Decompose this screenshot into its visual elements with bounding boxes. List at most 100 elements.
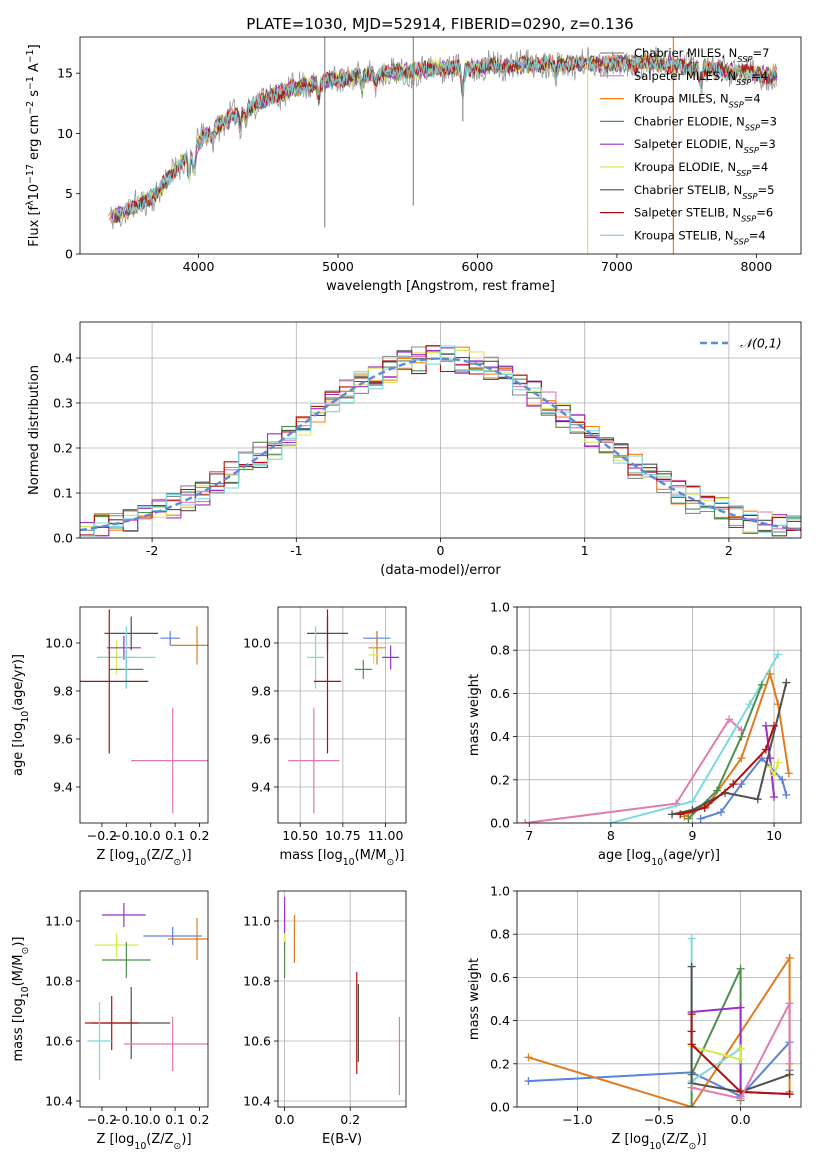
y-axis-label: mass weight	[467, 958, 482, 1040]
y-axis-label: Normed distribution	[27, 365, 42, 495]
x-tick-label: 0.1	[165, 1112, 185, 1127]
x-tick-label: 8000	[740, 259, 772, 274]
axes-frame	[516, 890, 802, 1108]
y-tick-label: 0.2	[53, 441, 73, 456]
x-axis-label: (data-model)/error	[380, 563, 501, 578]
y-tick-label: 10.4	[45, 1094, 73, 1109]
y-tick-label: 10	[57, 126, 73, 141]
y-axis-label: Flux [fλ10−17 erg cm−2 s−1 A−1]	[25, 44, 43, 246]
x-tick-label: −0.2	[87, 828, 117, 843]
x-tick-label: 0.0	[275, 1112, 295, 1127]
x-tick-label: 11.00	[368, 828, 404, 843]
weight-line	[525, 717, 743, 823]
axes-spectrum: 4000 5000 6000 7000 8000 0 5 10 15 wavelength [An…	[25, 36, 802, 294]
x-tick-label: −0.2	[87, 1112, 117, 1127]
axes-mass-vs-EBV: 0.0 0.2 10.4 10.6 10.8 11.0 E(B-V)	[243, 890, 407, 1147]
weight-line	[691, 1002, 791, 1100]
legend-label: Chabrier STELIB, NSSP=5	[634, 183, 774, 201]
axes-residuals: -2 -1 0 1 2 0.0 0.1 0.2 0.3 0.4 (data-model)/error…	[27, 321, 802, 578]
plot-area	[107, 37, 778, 254]
x-tick-label: 4000	[183, 259, 215, 274]
x-tick-label: −0.1	[111, 1112, 141, 1127]
y-tick-label: 0.6	[490, 970, 510, 985]
x-axis-label: Z [log10(Z/Z⊙)]	[96, 848, 191, 868]
weight-line	[690, 968, 742, 1107]
x-tick-label: -2	[146, 543, 158, 558]
spectrum-line	[115, 53, 778, 223]
legend-label: Salpeter MILES, NSSP=4	[634, 69, 768, 87]
y-tick-label: 9.6	[251, 732, 271, 747]
axes-frame	[277, 890, 407, 1108]
weight-line	[671, 682, 788, 816]
y-axis-label: mass [log10(M/M⊙)]	[11, 937, 31, 1062]
y-tick-label: 1.0	[490, 884, 510, 899]
axes-weight-vs-Z: −1.0 −0.5 0.0 0.0 0.2 0.4 0.6 0.8 1.0 Z [log10(Z/…	[467, 884, 802, 1152]
figure-title: PLATE=1030, MJD=52914, FIBERID=0290, z=0…	[246, 15, 633, 33]
x-tick-label: 0.2	[340, 1112, 360, 1127]
x-tick-label: 0.2	[190, 828, 210, 843]
legend-label: Kroupa STELIB, NSSP=4	[634, 228, 766, 246]
plot-area	[283, 897, 401, 1095]
x-tick-label: 2	[725, 543, 733, 558]
x-tick-label: 0.0	[141, 828, 161, 843]
legend-label: Salpeter STELIB, NSSP=6	[634, 206, 773, 224]
histogram-legend: 𝒩(0,1)	[700, 336, 782, 351]
y-tick-label: 9.4	[53, 780, 73, 795]
plot-area	[521, 650, 793, 823]
y-tick-label: 11.0	[45, 914, 73, 929]
x-tick-label: -1	[290, 543, 302, 558]
y-tick-label: 11.0	[243, 914, 271, 929]
legend-label: Chabrier ELODIE, NSSP=3	[634, 114, 777, 132]
x-tick-label: −0.1	[111, 828, 141, 843]
x-axis-label: Z [log10(Z/Z⊙)]	[96, 1132, 191, 1152]
x-tick-label: 0.2	[190, 1112, 210, 1127]
plot-area	[80, 609, 208, 814]
plot-area	[80, 345, 801, 537]
axes-frame	[79, 321, 802, 539]
y-tick-label: 0.0	[53, 531, 73, 546]
y-tick-label: 0.8	[490, 927, 510, 942]
spectrum-line	[116, 54, 778, 216]
y-tick-label: 0.8	[490, 643, 510, 658]
x-tick-label: 0.1	[165, 828, 185, 843]
y-tick-label: 10.6	[45, 1034, 73, 1049]
y-tick-label: 9.8	[53, 684, 73, 699]
x-tick-label: 0.0	[731, 1112, 751, 1127]
legend-label: Kroupa ELODIE, NSSP=4	[634, 160, 768, 178]
legend-label: 𝒩(0,1)	[740, 336, 782, 351]
weight-line	[610, 654, 779, 823]
axes-age-vs-Z: −0.2−0.1 0.0 0.1 0.2 9.4 9.6 9.8 10.0 Z [log10(Z…	[11, 606, 210, 868]
y-axis-label: mass weight	[467, 674, 482, 756]
x-tick-label: 1	[581, 543, 589, 558]
axes-frame	[277, 606, 407, 824]
axes-frame	[516, 606, 802, 824]
legend-label: Kroupa MILES, NSSP=4	[634, 92, 761, 110]
x-tick-label: 10.75	[325, 828, 361, 843]
y-tick-label: 0.1	[53, 486, 73, 501]
y-tick-label: 10.4	[243, 1094, 271, 1109]
x-tick-label: 8	[607, 828, 615, 843]
x-tick-label: 6000	[462, 259, 494, 274]
y-tick-label: 0.3	[53, 396, 73, 411]
x-tick-label: 0	[437, 543, 445, 558]
x-tick-label: 9	[688, 828, 696, 843]
axes-frame	[79, 36, 802, 255]
y-tick-label: 10.8	[243, 974, 271, 989]
y-tick-label: 9.6	[53, 732, 73, 747]
y-tick-label: 0.2	[490, 772, 510, 787]
x-axis-label: Z [log10(Z/Z⊙)]	[611, 1132, 706, 1152]
y-tick-label: 0.2	[490, 1056, 510, 1071]
x-tick-label: −0.5	[644, 1112, 674, 1127]
y-tick-label: 0.4	[490, 729, 510, 744]
x-axis-label: mass [log10(M/M⊙)]	[280, 848, 405, 868]
y-tick-label: 0	[65, 247, 73, 262]
y-tick-label: 10.0	[243, 636, 271, 651]
y-tick-label: 9.8	[251, 684, 271, 699]
x-axis-label: wavelength [Angstrom, rest frame]	[326, 279, 555, 294]
axes-mass-vs-Z: −0.2−0.1 0.0 0.1 0.2 10.4 10.6 10.8 11.0 Z [log1…	[11, 890, 210, 1152]
y-tick-label: 0.6	[490, 686, 510, 701]
y-tick-label: 0.0	[490, 1100, 510, 1115]
plot-area	[524, 934, 794, 1107]
legend-label: Chabrier MILES, NSSP=7	[634, 46, 769, 64]
